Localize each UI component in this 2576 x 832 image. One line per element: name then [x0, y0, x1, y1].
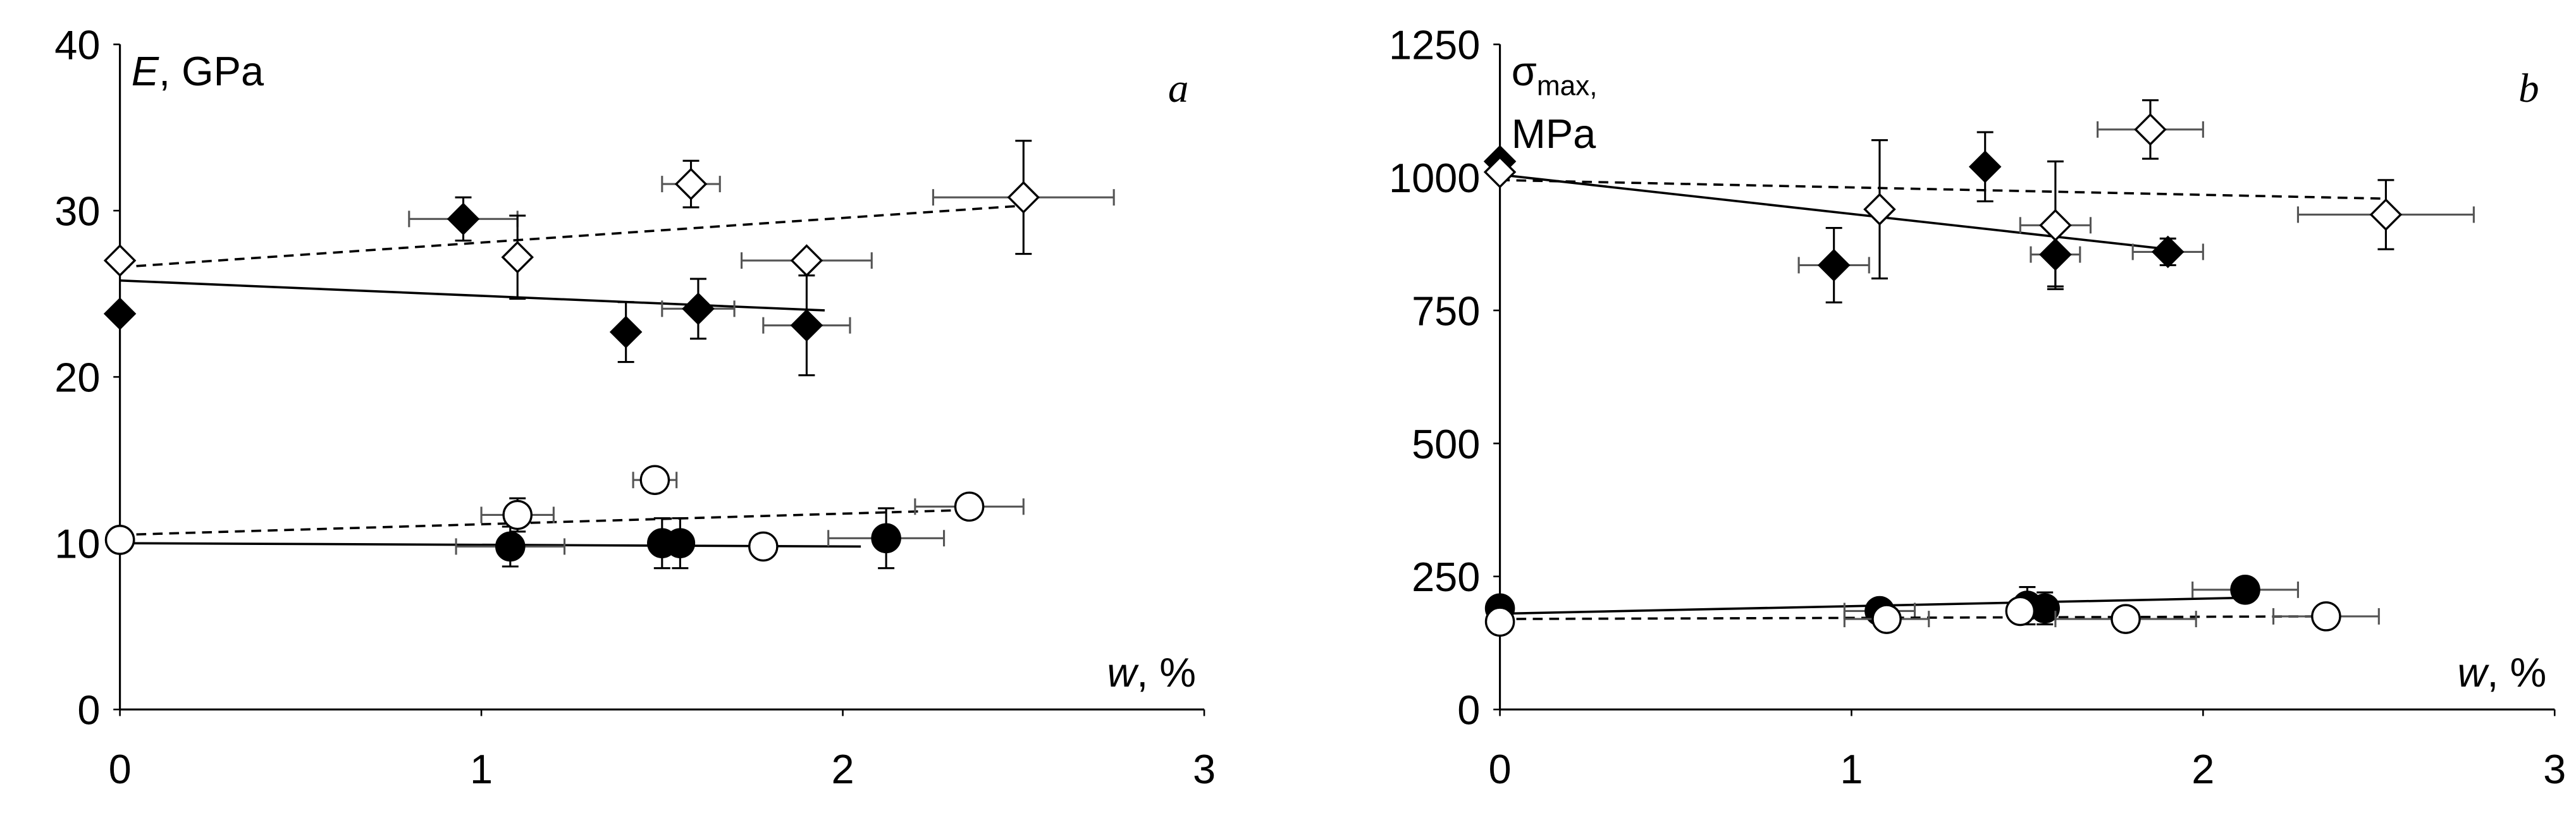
y-tick-label: 0	[1457, 687, 1480, 733]
trend-line	[120, 279, 825, 312]
x-tick-label: 1	[470, 746, 493, 792]
trend-line	[120, 204, 1024, 269]
y-label: E, GPa	[132, 48, 264, 94]
y-tick-label: 0	[77, 687, 100, 733]
diamond-marker	[1968, 150, 2002, 183]
y-tick-label: 20	[54, 355, 100, 401]
circle-marker	[2005, 596, 2036, 627]
x-tick-label: 2	[2191, 746, 2214, 792]
diamond-marker	[1863, 193, 1896, 226]
diamond-marker	[103, 244, 137, 277]
trend-line	[120, 542, 861, 548]
trend-line	[120, 508, 970, 536]
diamond-marker	[2134, 113, 2167, 146]
y-tick-label: 10	[54, 521, 100, 567]
y-label-unit: , GPa	[159, 48, 264, 94]
diamond-marker	[2151, 235, 2185, 269]
diamond-marker	[2039, 209, 2072, 242]
diamond-marker	[1007, 181, 1040, 214]
diamond-marker	[501, 241, 534, 274]
y-label-subscript: max,	[1537, 71, 1598, 102]
x-label-symbol: w	[1107, 649, 1139, 695]
panel-label: b	[2518, 66, 2539, 111]
y-label-symbol: E	[132, 48, 159, 94]
x-tick-label: 0	[1489, 746, 1512, 792]
circle-marker	[871, 523, 901, 554]
circle-marker	[495, 531, 526, 562]
x-tick-label: 3	[2543, 746, 2566, 792]
diamond-marker	[103, 297, 137, 331]
y-tick-label: 30	[54, 188, 100, 235]
y-tick-label: 1000	[1389, 155, 1480, 201]
x-label-unit: , %	[1137, 649, 1196, 695]
y-tick-label: 1250	[1389, 22, 1480, 68]
circle-marker	[1484, 606, 1515, 637]
circle-marker	[104, 525, 135, 555]
circle-marker	[748, 531, 779, 562]
circle-marker	[1871, 604, 1902, 634]
diamond-marker	[1817, 248, 1851, 282]
panel-label: a	[1168, 66, 1188, 111]
diamond-marker	[790, 309, 823, 342]
circle-marker	[954, 491, 985, 522]
x-tick-label: 0	[109, 746, 132, 792]
circle-marker	[2111, 604, 2141, 634]
x-label-symbol: w	[2458, 649, 2490, 695]
x-tick-label: 3	[1193, 746, 1216, 792]
diamond-marker	[682, 292, 715, 326]
x-label: w, %	[1107, 649, 1196, 695]
circle-marker	[2311, 601, 2341, 632]
y-tick-label: 250	[1412, 554, 1480, 600]
circle-marker	[639, 465, 670, 496]
x-tick-label: 2	[832, 746, 854, 792]
x-label-unit: , %	[2487, 649, 2546, 695]
circle-marker	[665, 528, 696, 558]
circle-marker	[2230, 575, 2260, 605]
diamond-marker	[674, 168, 708, 200]
y-tick-label: 500	[1412, 421, 1480, 467]
diamond-marker	[2369, 198, 2403, 231]
y-tick-label: 40	[54, 22, 100, 68]
x-tick-label: 1	[1840, 746, 1863, 792]
y-label-symbol: σ	[1512, 48, 1537, 94]
diamond-marker	[790, 244, 823, 277]
x-label: w, %	[2458, 649, 2547, 695]
circle-marker	[502, 499, 533, 530]
y-tick-label: 750	[1412, 288, 1480, 334]
y-label-unit: MPa	[1512, 111, 1596, 157]
trend-line	[1500, 615, 2326, 620]
y-label: σmax,	[1512, 48, 1598, 102]
diamond-marker	[609, 315, 643, 348]
diamond-marker	[447, 202, 480, 236]
diamond-marker	[1483, 156, 1517, 188]
